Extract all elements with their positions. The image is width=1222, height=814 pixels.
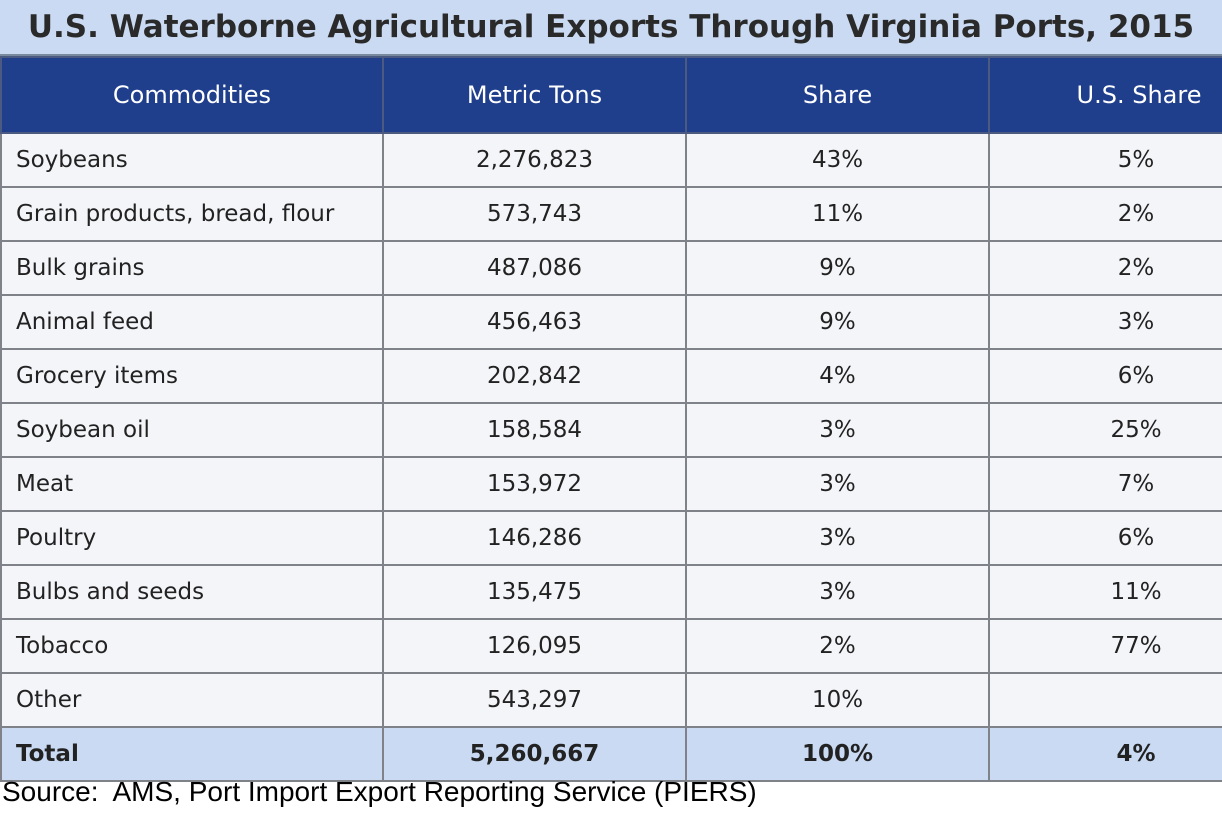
us-share-cell: 11% — [988, 564, 1222, 620]
share-cell: 10% — [685, 672, 990, 728]
total-us-share-cell: 4% — [988, 726, 1222, 782]
metric-tons-cell: 573,743 — [382, 186, 687, 242]
share-cell: 4% — [685, 348, 990, 404]
commodity-cell: Soybean oil — [0, 402, 384, 458]
commodity-cell: Other — [0, 672, 384, 728]
metric-tons-cell: 202,842 — [382, 348, 687, 404]
table-row: Tobacco 126,095 2% 77% — [0, 618, 1222, 674]
metric-tons-cell: 135,475 — [382, 564, 687, 620]
share-cell: 43% — [685, 132, 990, 188]
share-cell: 3% — [685, 456, 990, 512]
commodity-cell: Poultry — [0, 510, 384, 566]
share-cell: 2% — [685, 618, 990, 674]
commodity-cell: Bulbs and seeds — [0, 564, 384, 620]
metric-tons-cell: 126,095 — [382, 618, 687, 674]
metric-tons-cell: 543,297 — [382, 672, 687, 728]
us-share-cell: 2% — [988, 186, 1222, 242]
total-commodity-cell: Total — [0, 726, 384, 782]
us-share-cell: 6% — [988, 348, 1222, 404]
commodity-cell: Bulk grains — [0, 240, 384, 296]
metric-tons-cell: 158,584 — [382, 402, 687, 458]
commodity-cell: Tobacco — [0, 618, 384, 674]
column-header-commodities: Commodities — [0, 56, 384, 134]
us-share-cell: 5% — [988, 132, 1222, 188]
share-cell: 3% — [685, 564, 990, 620]
us-share-cell: 77% — [988, 618, 1222, 674]
us-share-cell: 2% — [988, 240, 1222, 296]
us-share-cell: 25% — [988, 402, 1222, 458]
column-header-metric-tons: Metric Tons — [382, 56, 687, 134]
metric-tons-cell: 456,463 — [382, 294, 687, 350]
column-header-us-share: U.S. Share — [988, 56, 1222, 134]
us-share-cell: 6% — [988, 510, 1222, 566]
table-row: Grain products, bread, flour 573,743 11% 2% — [0, 186, 1222, 242]
commodity-cell: Grain products, bread, flour — [0, 186, 384, 242]
us-share-cell — [988, 672, 1222, 728]
share-cell: 9% — [685, 294, 990, 350]
share-cell: 3% — [685, 402, 990, 458]
table-row: Soybean oil 158,584 3% 25% — [0, 402, 1222, 458]
share-cell: 9% — [685, 240, 990, 296]
table-row: Soybeans 2,276,823 43% 5% — [0, 132, 1222, 188]
metric-tons-cell: 487,086 — [382, 240, 687, 296]
table-title-bar: U.S. Waterborne Agricultural Exports Thr… — [0, 0, 1222, 56]
table-row: Bulk grains 487,086 9% 2% — [0, 240, 1222, 296]
table-title: U.S. Waterborne Agricultural Exports Thr… — [27, 9, 1195, 45]
metric-tons-cell: 146,286 — [382, 510, 687, 566]
share-cell: 11% — [685, 186, 990, 242]
commodity-cell: Meat — [0, 456, 384, 512]
source-note: Source: AMS, Port Import Export Reportin… — [2, 776, 757, 807]
table-row: Bulbs and seeds 135,475 3% 11% — [0, 564, 1222, 620]
table-row: Grocery items 202,842 4% 6% — [0, 348, 1222, 404]
commodity-cell: Grocery items — [0, 348, 384, 404]
us-share-cell: 7% — [988, 456, 1222, 512]
metric-tons-cell: 2,276,823 — [382, 132, 687, 188]
table-row: Other 543,297 10% — [0, 672, 1222, 728]
table-row: Meat 153,972 3% 7% — [0, 456, 1222, 512]
metric-tons-cell: 153,972 — [382, 456, 687, 512]
exports-table: Commodities Metric Tons Share U.S. Share… — [0, 56, 1222, 782]
total-share-cell: 100% — [685, 726, 990, 782]
table-body: Soybeans 2,276,823 43% 5% Grain products, br… — [0, 132, 1222, 782]
table-row: Poultry 146,286 3% 6% — [0, 510, 1222, 566]
share-cell: 3% — [685, 510, 990, 566]
commodity-cell: Soybeans — [0, 132, 384, 188]
table-row: Animal feed 456,463 9% 3% — [0, 294, 1222, 350]
total-row: Total 5,260,667 100% 4% — [0, 726, 1222, 782]
us-share-cell: 3% — [988, 294, 1222, 350]
column-header-share: Share — [685, 56, 990, 134]
total-metric-tons-cell: 5,260,667 — [382, 726, 687, 782]
commodity-cell: Animal feed — [0, 294, 384, 350]
header-row: Commodities Metric Tons Share U.S. Share — [0, 56, 1222, 134]
